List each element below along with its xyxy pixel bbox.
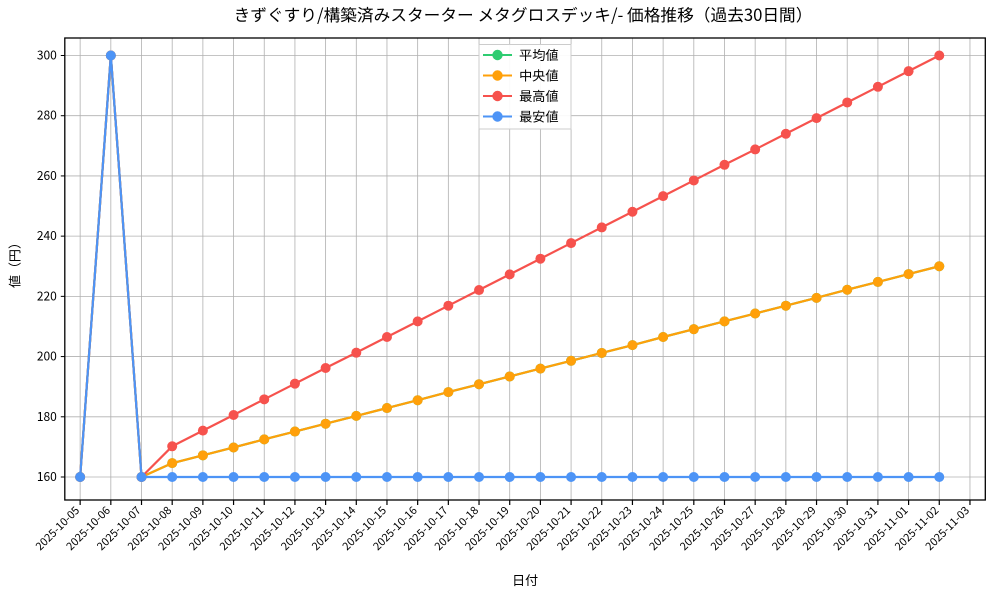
- svg-text:日付: 日付: [512, 570, 538, 589]
- svg-text:200: 200: [37, 348, 57, 365]
- svg-text:値（円）: 値（円）: [5, 236, 24, 288]
- svg-text:240: 240: [37, 227, 57, 244]
- svg-text:280: 280: [37, 107, 57, 124]
- svg-text:180: 180: [37, 408, 57, 425]
- svg-text:最高値: 最高値: [519, 86, 559, 105]
- svg-text:中央値: 中央値: [519, 66, 559, 85]
- svg-text:最安値: 最安値: [519, 107, 559, 126]
- svg-text:260: 260: [37, 167, 57, 184]
- svg-text:平均値: 平均値: [519, 45, 559, 64]
- svg-text:きずぐすり/構築済みスターター メタグロスデッキ/- 価格推: きずぐすり/構築済みスターター メタグロスデッキ/- 価格推移（過去30日間）: [234, 2, 813, 26]
- svg-text:300: 300: [37, 47, 57, 64]
- svg-text:160: 160: [37, 468, 57, 485]
- svg-text:220: 220: [37, 287, 57, 304]
